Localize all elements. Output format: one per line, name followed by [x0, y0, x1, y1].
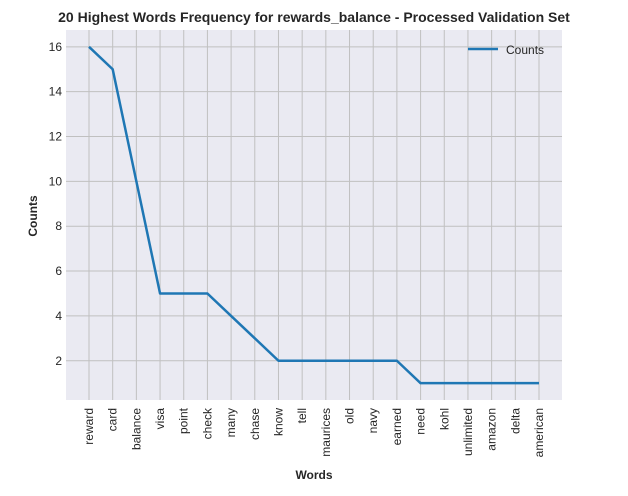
y-gridlines: [66, 46, 562, 362]
x-tick-label-tell: tell: [295, 408, 309, 423]
y-tick-labels: 2 4 6 8 10 12 14 16: [49, 40, 63, 368]
x-tick-label-reward: reward: [82, 408, 96, 445]
x-tick-label-amazon: amazon: [485, 408, 499, 451]
x-tick-label-card: card: [106, 408, 120, 431]
x-tick-labels: reward card balance visa point check many chase…: [82, 407, 546, 457]
x-tick-label-earned: earned: [390, 408, 404, 445]
x-tick-label-point: point: [177, 407, 191, 434]
legend: Counts: [468, 43, 544, 57]
y-tick-label-6: 6: [55, 264, 62, 278]
x-tick-label-chase: chase: [248, 408, 262, 440]
y-axis-label: Counts: [26, 195, 40, 237]
x-tick-label-unlimited: unlimited: [461, 408, 475, 456]
y-tick-label-2: 2: [55, 354, 62, 368]
y-tick-label-16: 16: [49, 40, 63, 54]
y-tick-label-8: 8: [55, 219, 62, 233]
x-tick-label-old: old: [343, 408, 357, 424]
x-tick-label-delta: delta: [508, 408, 522, 434]
x-tick-label-many: many: [224, 408, 238, 437]
y-tick-label-4: 4: [55, 309, 62, 323]
x-tick-label-navy: navy: [366, 408, 380, 433]
y-tick-label-14: 14: [49, 85, 63, 99]
x-tick-label-kohl: kohl: [437, 408, 451, 430]
x-axis-label: Words: [295, 468, 332, 482]
x-tick-label-visa: visa: [153, 408, 167, 430]
y-tick-label-10: 10: [49, 174, 63, 188]
legend-label-counts: Counts: [506, 43, 544, 57]
x-tick-label-american: american: [532, 408, 546, 457]
x-tick-label-maurices: maurices: [319, 408, 333, 457]
series-group: [88, 45, 539, 385]
x-tick-label-balance: balance: [129, 408, 143, 450]
chart-title: 20 Highest Words Frequency for rewards_b…: [58, 9, 570, 25]
series-line-counts: [88, 45, 539, 385]
x-tick-label-know: know: [271, 408, 285, 436]
x-tick-label-need: need: [414, 408, 428, 435]
plot-area: [66, 30, 562, 400]
y-tick-label-12: 12: [49, 130, 63, 144]
x-tick-label-check: check: [200, 407, 214, 439]
